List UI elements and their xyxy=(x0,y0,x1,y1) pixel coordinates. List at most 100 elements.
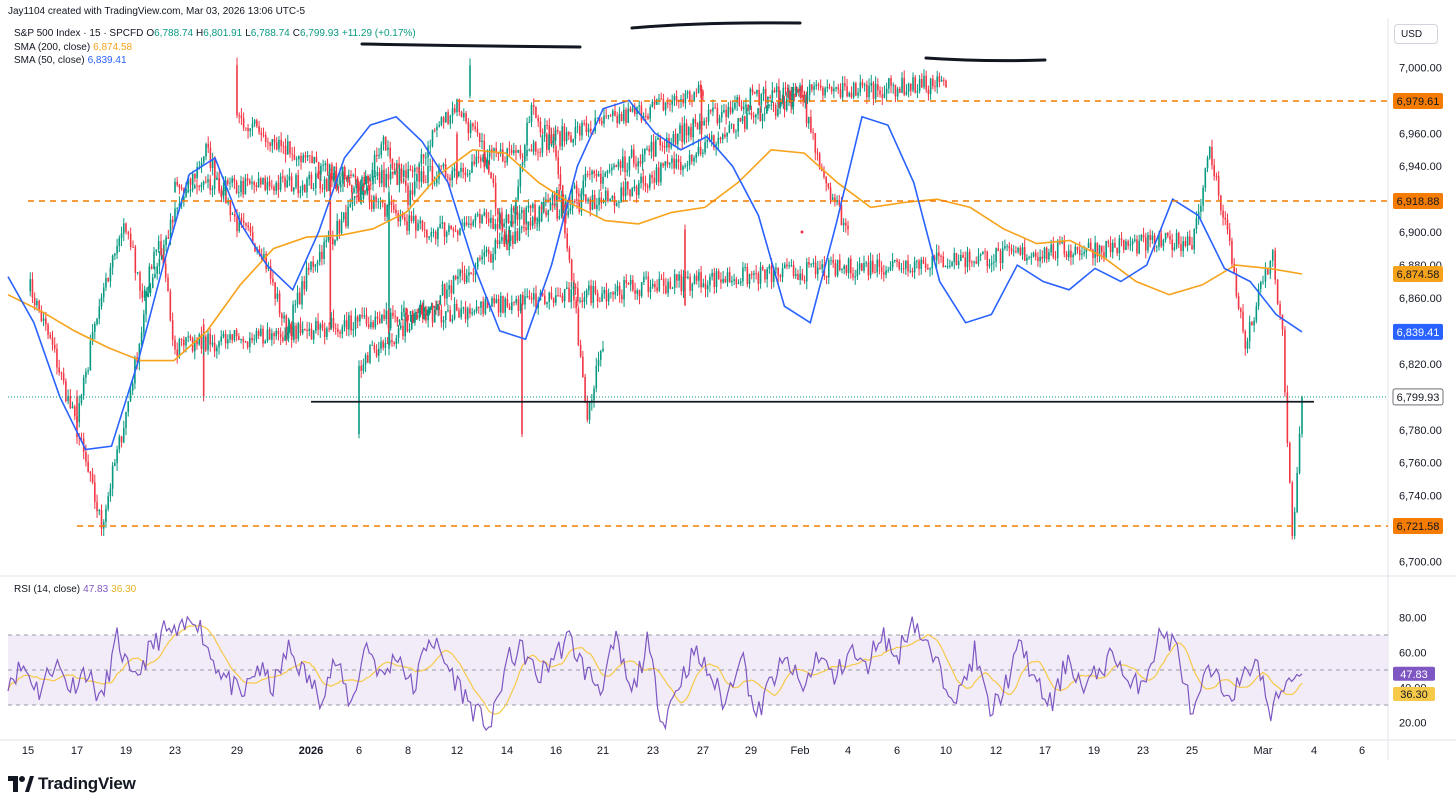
candle-body xyxy=(80,438,83,439)
drawn-stroke[interactable] xyxy=(630,21,802,30)
candle-body xyxy=(460,167,462,172)
candle-body xyxy=(1160,233,1162,247)
candle-body xyxy=(94,324,96,332)
candle-body xyxy=(283,315,285,319)
candle-body xyxy=(238,115,241,117)
symbol-legend[interactable]: S&P 500 Index · 15 · SPCFD O6,788.74 H6,80… xyxy=(14,28,419,40)
candle-body xyxy=(406,316,409,332)
candle-body xyxy=(453,108,456,113)
candle-body xyxy=(62,373,65,381)
candle-body xyxy=(565,131,568,142)
candle-body xyxy=(421,220,424,230)
candle-body xyxy=(649,107,651,119)
candle-body xyxy=(180,187,183,190)
candle-body xyxy=(222,191,225,197)
candle-body xyxy=(1032,252,1035,257)
candle-body xyxy=(559,295,562,297)
drawn-annotations[interactable] xyxy=(360,21,1047,234)
candle-body xyxy=(681,125,683,143)
candle-body xyxy=(281,313,283,319)
candle-body xyxy=(320,165,322,175)
candle-body xyxy=(393,168,396,172)
candle-body xyxy=(611,167,613,171)
candle-body xyxy=(474,126,476,129)
candle-body xyxy=(755,114,757,118)
candle-body xyxy=(40,310,43,321)
candle-body xyxy=(189,336,192,339)
candle-body xyxy=(76,416,78,438)
candle-body xyxy=(299,190,302,194)
candle-body xyxy=(529,221,532,226)
candle-body xyxy=(600,197,603,203)
tradingview-brand[interactable]: TradingView xyxy=(8,772,136,796)
candle-body xyxy=(452,229,455,231)
candle-body xyxy=(612,292,614,295)
candle-body xyxy=(376,172,379,176)
sma50-legend[interactable]: SMA (50, close) 6,839.41 xyxy=(14,55,130,67)
candle-body xyxy=(256,120,258,127)
candle-body xyxy=(644,182,647,186)
candle-body xyxy=(202,336,205,349)
candle-body xyxy=(526,122,528,146)
candle-body xyxy=(140,332,143,345)
candle-body xyxy=(616,285,619,292)
candle-body xyxy=(592,286,595,303)
candle-body xyxy=(405,170,407,179)
candle-body xyxy=(658,278,661,291)
candle-body xyxy=(194,185,196,189)
candle-body xyxy=(413,313,415,316)
candle-body xyxy=(91,473,94,483)
drawn-stroke[interactable] xyxy=(360,42,582,49)
candle-body xyxy=(328,175,330,192)
candle-body xyxy=(459,228,461,235)
candle-body xyxy=(38,300,40,311)
drawn-stroke[interactable] xyxy=(924,56,1047,63)
candle-body xyxy=(800,90,802,99)
candle-body xyxy=(496,240,499,245)
candle-body xyxy=(355,184,358,189)
candle-body xyxy=(791,94,793,103)
candle-body xyxy=(375,349,378,356)
candle-body xyxy=(459,270,461,277)
candle-body xyxy=(236,65,238,116)
candle-body xyxy=(348,180,351,186)
candle-body xyxy=(400,168,403,177)
candle-body xyxy=(588,285,590,291)
candle-body xyxy=(535,293,537,308)
candle-body xyxy=(1116,247,1118,254)
candle-body xyxy=(629,279,632,285)
rsi-tick-label: 80.00 xyxy=(1399,613,1427,625)
candle-body xyxy=(659,137,661,146)
candle-body xyxy=(257,178,260,187)
candle-body xyxy=(687,276,689,279)
candle-body xyxy=(672,134,675,143)
candle-body xyxy=(483,140,486,168)
candle-body xyxy=(465,113,467,122)
candle-body xyxy=(757,273,760,284)
candle-body xyxy=(726,132,728,137)
candle-body xyxy=(833,88,835,92)
sma200-legend[interactable]: SMA (200, close) 6,874.58 xyxy=(14,42,135,54)
candle-body xyxy=(277,182,280,190)
candle-body xyxy=(740,105,743,110)
candle-body xyxy=(698,121,701,130)
candle-body xyxy=(381,314,383,324)
candle-body xyxy=(1129,244,1132,246)
rsi-legend[interactable]: RSI (14, close) 47.83 36.30 xyxy=(14,584,139,596)
candle-body xyxy=(582,194,585,197)
currency-button[interactable]: USD xyxy=(1394,24,1438,44)
candle-body xyxy=(362,364,365,372)
candle-body xyxy=(615,165,618,167)
candle-body xyxy=(940,255,942,257)
candle-body xyxy=(536,223,538,225)
candle-body xyxy=(454,276,457,279)
candle-body xyxy=(943,80,945,81)
candle-body xyxy=(295,159,298,161)
candle-body xyxy=(546,124,548,126)
candle-body xyxy=(125,412,127,428)
candle-body xyxy=(416,167,418,169)
candle-body xyxy=(151,277,154,289)
candle-body xyxy=(591,170,593,175)
candle-body xyxy=(470,223,472,226)
